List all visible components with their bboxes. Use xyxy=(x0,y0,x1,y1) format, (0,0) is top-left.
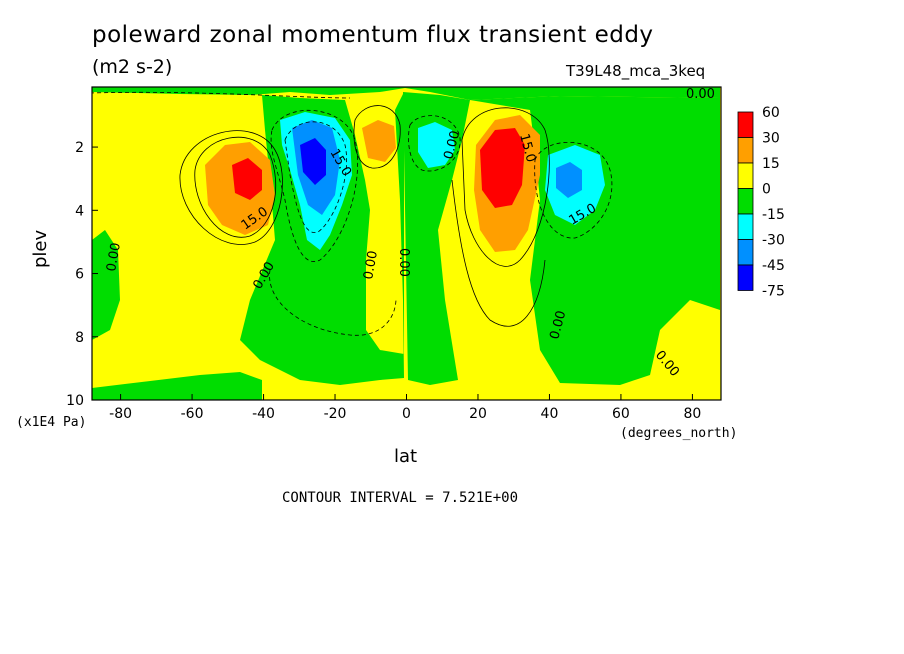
colorbar: 60 30 15 0 -15 -30 -45 -75 xyxy=(737,105,785,300)
colorbar-label: 60 xyxy=(762,105,780,121)
x-tick-label: -60 xyxy=(181,406,204,422)
y-axis: 2 4 6 8 10 xyxy=(66,140,98,409)
colorbar-label: 15 xyxy=(762,156,780,172)
y-tick-label: 4 xyxy=(75,203,84,219)
colorbar-swatch xyxy=(737,111,754,138)
colorbar-swatch xyxy=(737,239,754,266)
colorbar-label: 30 xyxy=(762,131,780,147)
colorbar-label: -15 xyxy=(762,207,785,223)
colorbar-swatch xyxy=(737,213,754,240)
y-tick-label: 2 xyxy=(75,140,84,156)
region-negative-right xyxy=(470,96,720,385)
contour-label: 0.00 xyxy=(686,87,715,102)
x-tick-label: 40 xyxy=(541,406,559,422)
x-tick-label: -20 xyxy=(324,406,347,422)
contour-label: 0.00 xyxy=(396,248,411,277)
x-tick-label: 60 xyxy=(612,406,630,422)
x-tick-label: 0 xyxy=(402,406,411,422)
cell-dblue-sh xyxy=(300,138,326,185)
run-label: T39L48_mca_3keq xyxy=(566,62,706,80)
contour-label: 0.00 xyxy=(104,242,124,273)
y-tick-label: 6 xyxy=(75,267,84,283)
colorbar-swatch xyxy=(737,264,754,291)
contour-label: 0.00 xyxy=(361,250,381,281)
x-axis: -80 -60 -40 -20 0 20 40 60 80 xyxy=(109,394,701,422)
x-tick-label: -40 xyxy=(252,406,275,422)
x-axis-unit: (degrees_north) xyxy=(620,426,738,441)
y-axis-unit: (x1E4 Pa) xyxy=(16,415,87,430)
x-axis-label: lat xyxy=(394,446,418,467)
colorbar-label: -45 xyxy=(762,258,785,274)
x-tick-label: 20 xyxy=(469,406,487,422)
cell-blue-nh xyxy=(556,162,582,198)
chart-title: poleward zonal momentum flux transient e… xyxy=(92,22,654,48)
y-tick-label: 8 xyxy=(75,330,84,346)
colorbar-swatch xyxy=(737,137,754,164)
contour-interval: CONTOUR INTERVAL = 7.521E+00 xyxy=(282,490,519,506)
cell-cyan-eq xyxy=(418,122,455,168)
region-negative-far-left xyxy=(92,230,120,340)
chart-subtitle: (m2 s-2) xyxy=(92,56,173,78)
contour-label: 0.00 xyxy=(547,309,569,341)
colorbar-label: -75 xyxy=(762,284,785,300)
region-negative-left xyxy=(92,87,720,100)
region-negative-center xyxy=(403,92,470,385)
colorbar-label: -30 xyxy=(762,233,785,249)
y-tick-label: 10 xyxy=(66,393,84,409)
colorbar-label: 0 xyxy=(762,182,771,198)
cell-red-nh xyxy=(480,128,525,208)
cell-orange-eq xyxy=(362,120,396,162)
y-axis-label: plev xyxy=(30,229,51,268)
colorbar-swatch xyxy=(737,188,754,215)
x-tick-label: -80 xyxy=(109,406,132,422)
contour-label: 15.0 xyxy=(516,132,538,164)
region-negative-bottom-left xyxy=(92,372,262,400)
contour-label: 0.00 xyxy=(441,129,463,161)
cell-red-sh xyxy=(232,158,262,200)
colorbar-swatch xyxy=(737,162,754,189)
x-tick-label: 80 xyxy=(683,406,701,422)
